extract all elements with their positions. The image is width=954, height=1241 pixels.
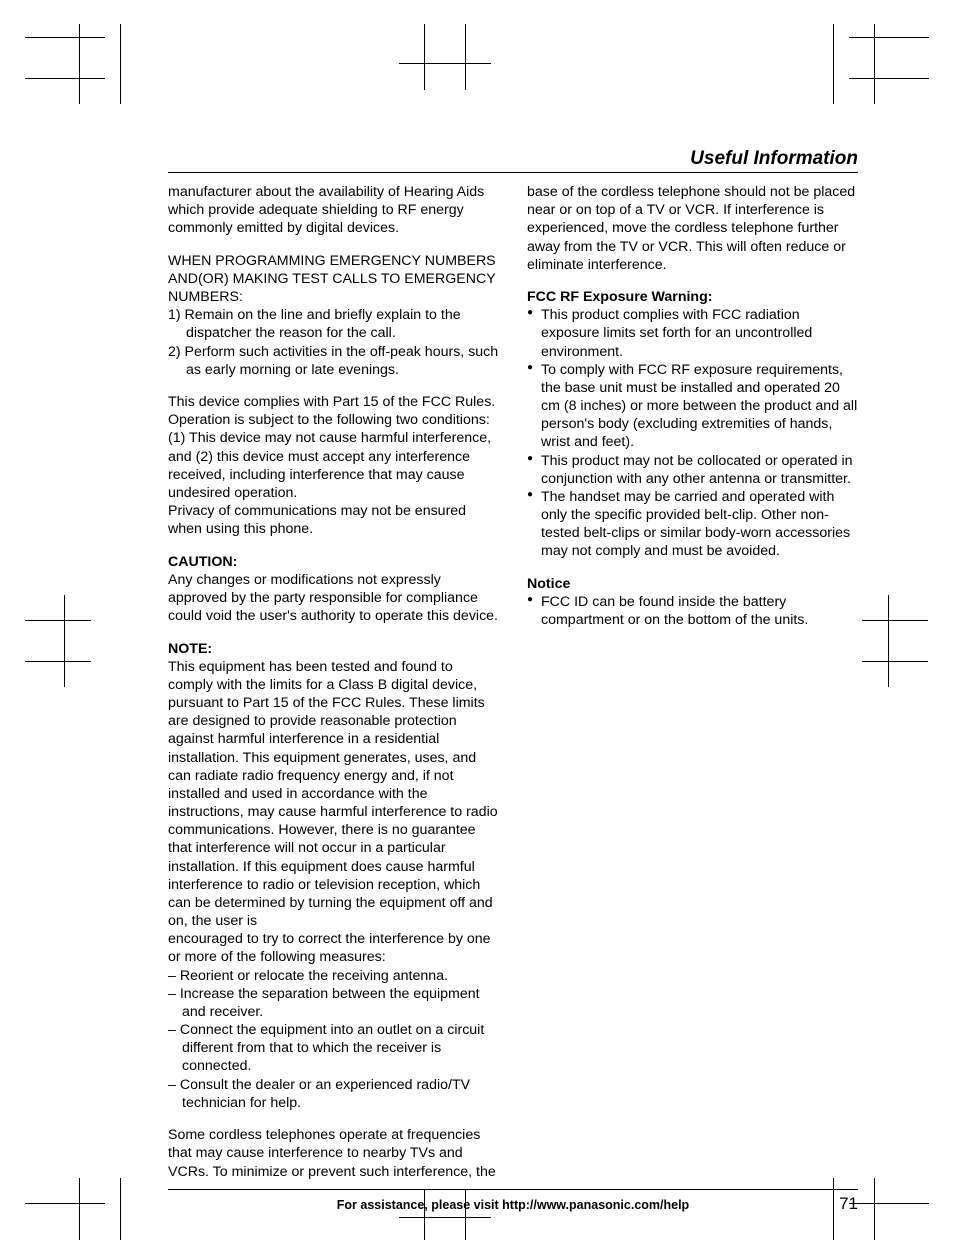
note-heading: NOTE: <box>168 640 499 658</box>
page-number: 71 <box>818 1194 858 1214</box>
numbered-list: 1) Remain on the line and briefly explai… <box>168 306 499 379</box>
bullet-list: This product complies with FCC radiation… <box>527 306 858 560</box>
paragraph: Any changes or modifications not express… <box>168 571 499 626</box>
section-header: Useful Information <box>168 148 858 173</box>
paragraph: encouraged to try to correct the interfe… <box>168 930 499 966</box>
page-content: Useful Information manufacturer about th… <box>168 148 858 1214</box>
list-item: The handset may be carried and operated … <box>541 488 858 561</box>
bullet-list: FCC ID can be found inside the battery c… <box>527 593 858 629</box>
fcc-warning-heading: FCC RF Exposure Warning: <box>527 288 858 306</box>
list-item: This product may not be collocated or op… <box>541 452 858 488</box>
paragraph: This device complies with Part 15 of the… <box>168 393 499 429</box>
paragraph: manufacturer about the availability of H… <box>168 183 499 238</box>
list-item: 2) Perform such activities in the off-pe… <box>186 343 499 379</box>
footer-assistance: For assistance, please visit http://www.… <box>208 1198 818 1212</box>
list-item: Connect the equipment into an outlet on … <box>182 1021 499 1076</box>
list-item: To comply with FCC RF exposure requireme… <box>541 361 858 452</box>
paragraph: WHEN PROGRAMMING EMERGENCY NUMBERS AND(O… <box>168 252 499 307</box>
page-footer: For assistance, please visit http://www.… <box>168 1189 858 1214</box>
list-item: FCC ID can be found inside the battery c… <box>541 593 858 629</box>
caution-heading: CAUTION: <box>168 553 499 571</box>
list-item: 1) Remain on the line and briefly explai… <box>186 306 499 342</box>
paragraph: This equipment has been tested and found… <box>168 658 499 931</box>
notice-heading: Notice <box>527 575 858 593</box>
list-item: Consult the dealer or an experienced rad… <box>182 1076 499 1112</box>
list-item: Reorient or relocate the receiving anten… <box>182 967 499 985</box>
body-columns: manufacturer about the availability of H… <box>168 183 858 1183</box>
list-item: This product complies with FCC radiation… <box>541 306 858 361</box>
list-item: Increase the separation between the equi… <box>182 985 499 1021</box>
dash-list: Reorient or relocate the receiving anten… <box>168 967 499 1112</box>
paragraph: Privacy of communications may not be ens… <box>168 502 499 538</box>
paragraph: (1) This device may not cause harmful in… <box>168 429 499 502</box>
